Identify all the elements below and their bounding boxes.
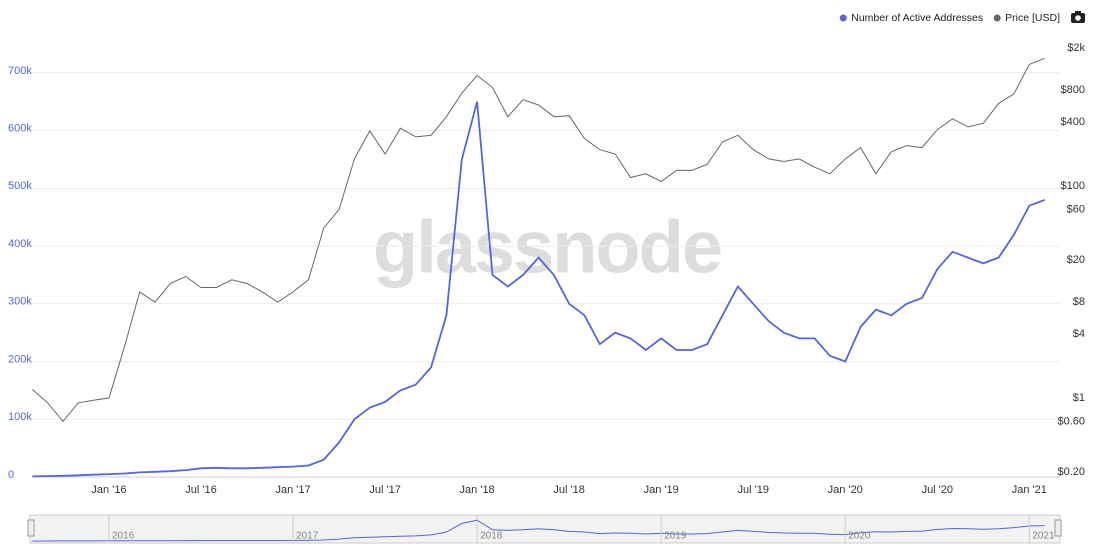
navigator-label: 2016: [112, 531, 135, 542]
navigator-handle[interactable]: [27, 519, 35, 537]
x-tick-label: Jan '16: [91, 484, 126, 496]
y-tick-label: 400k: [8, 238, 32, 250]
y2-tick-label: $8: [1073, 296, 1085, 308]
y2-tick-label: $1: [1073, 392, 1085, 404]
camera-icon[interactable]: [1071, 11, 1085, 23]
navigator-label: 2019: [664, 531, 687, 542]
navigator-label: 2017: [296, 531, 319, 542]
y-tick-label: 500k: [8, 180, 32, 192]
navigator-handle[interactable]: [1054, 519, 1062, 537]
series-line: [31, 57, 1045, 423]
x-tick-label: Jan '18: [460, 484, 495, 496]
x-tick-label: Jan '19: [644, 484, 679, 496]
legend-swatch: [993, 14, 1001, 22]
y2-tick-label: $0.20: [1057, 466, 1085, 478]
y2-tick-label: $0.60: [1057, 415, 1085, 427]
navigator-label: 2020: [848, 531, 871, 542]
navigator-label: 2021: [1032, 531, 1055, 542]
series-line: [32, 101, 1046, 478]
x-tick-label: Jul '16: [185, 484, 216, 496]
y2-tick-label: $60: [1067, 203, 1085, 215]
x-tick-label: Jul '18: [553, 484, 584, 496]
x-tick-label: Jul '19: [737, 484, 768, 496]
legend-label: Price [USD]: [1005, 12, 1060, 24]
y-tick-label: 700k: [8, 65, 32, 77]
x-tick-label: Jan '20: [828, 484, 863, 496]
x-tick-label: Jul '20: [922, 484, 953, 496]
x-tick-label: Jan '17: [275, 484, 310, 496]
navigator-line: [32, 519, 1045, 542]
y2-tick-label: $4: [1073, 328, 1085, 340]
x-tick-label: Jul '17: [369, 484, 400, 496]
legend-swatch: [839, 14, 847, 22]
x-tick-label: Jan '21: [1012, 484, 1047, 496]
y2-tick-label: $20: [1067, 254, 1085, 266]
y2-tick-label: $100: [1061, 180, 1085, 192]
y-tick-label: 0: [8, 469, 14, 481]
y-tick-label: 200k: [8, 353, 32, 365]
y-tick-label: 600k: [8, 123, 32, 135]
y-tick-label: 300k: [8, 296, 32, 308]
y2-tick-label: $2k: [1067, 42, 1085, 54]
navigator-label: 2018: [480, 531, 503, 542]
y2-tick-label: $400: [1061, 116, 1085, 128]
y2-tick-label: $800: [1061, 84, 1085, 96]
y-tick-label: 100k: [8, 411, 32, 423]
legend-label: Number of Active Addresses: [851, 12, 983, 24]
watermark: glassnode: [373, 206, 721, 289]
